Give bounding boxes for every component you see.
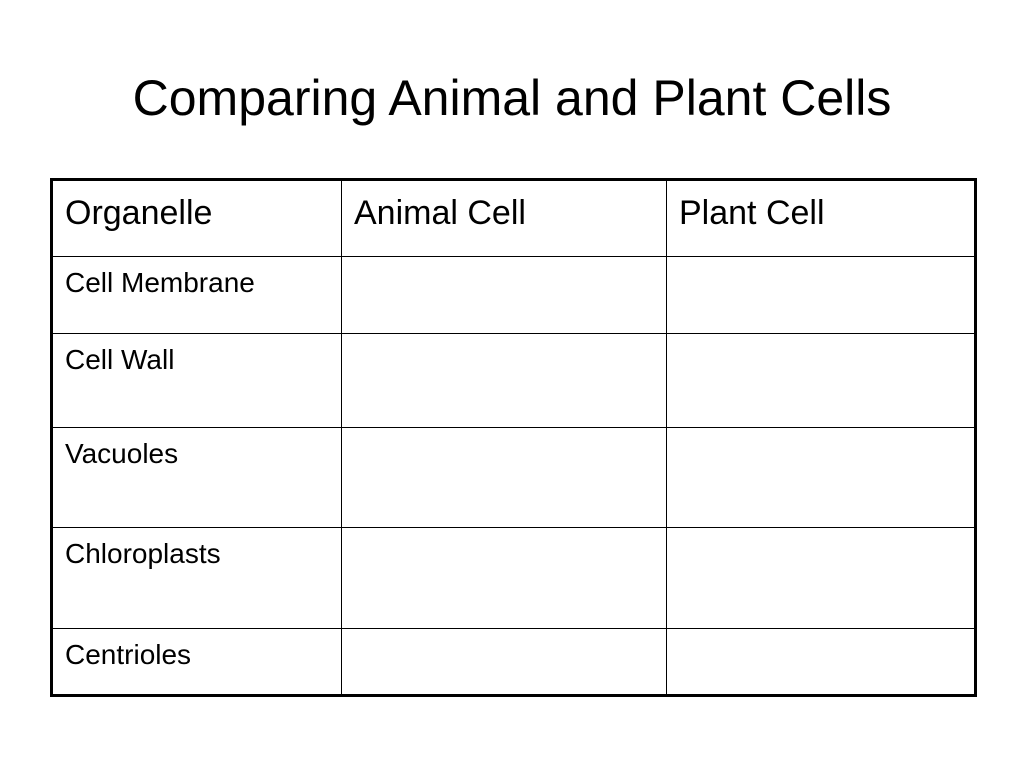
table-row: Chloroplasts <box>51 527 976 629</box>
organelle-cell: Vacuoles <box>51 427 342 528</box>
comparison-table: Organelle Animal Cell Plant Cell Cell Me… <box>50 178 977 697</box>
plant-cell-value <box>666 427 976 528</box>
organelle-cell: Chloroplasts <box>51 527 342 629</box>
page-title: Comparing Animal and Plant Cells <box>132 70 892 126</box>
table-row: Cell Membrane <box>51 256 976 334</box>
plant-cell-value <box>666 628 976 696</box>
animal-cell-value <box>341 527 667 629</box>
organelle-cell: Centrioles <box>51 628 342 696</box>
plant-cell-value <box>666 527 976 629</box>
table-row: Cell Wall <box>51 333 976 428</box>
animal-cell-value <box>341 333 667 428</box>
animal-cell-value <box>341 427 667 528</box>
organelle-cell: Cell Wall <box>51 333 342 428</box>
plant-cell-value <box>666 256 976 334</box>
column-header-organelle: Organelle <box>51 179 342 257</box>
organelle-cell: Cell Membrane <box>51 256 342 334</box>
plant-cell-value <box>666 333 976 428</box>
animal-cell-value <box>341 628 667 696</box>
animal-cell-value <box>341 256 667 334</box>
column-header-animal-cell: Animal Cell <box>341 179 667 257</box>
table-row: Centrioles <box>51 628 976 696</box>
column-header-plant-cell: Plant Cell <box>666 179 976 257</box>
table-row: Vacuoles <box>51 427 976 528</box>
table-header-row: Organelle Animal Cell Plant Cell <box>51 179 976 257</box>
